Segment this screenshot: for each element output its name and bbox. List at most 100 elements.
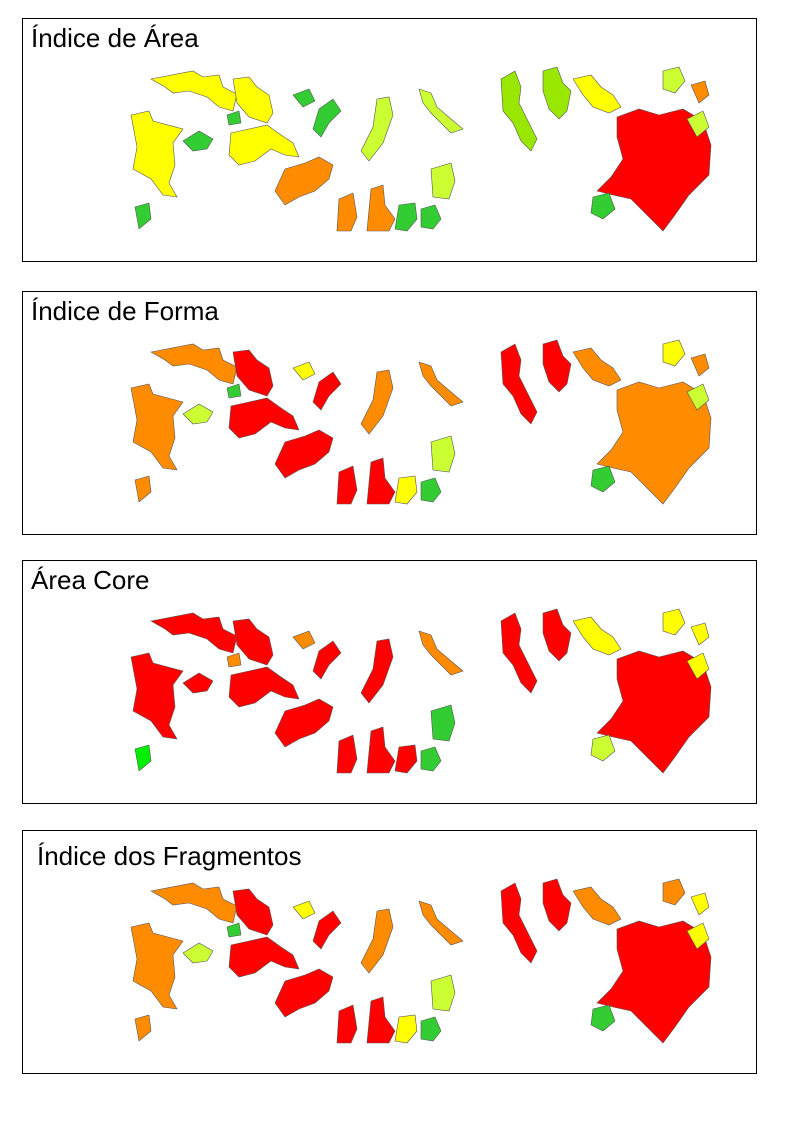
panel-title: Índice dos Fragmentos bbox=[37, 841, 302, 871]
fragment-map bbox=[130, 878, 712, 1044]
forest-fragment bbox=[228, 124, 300, 166]
forest-fragment bbox=[336, 1004, 358, 1044]
forest-fragment bbox=[130, 383, 184, 471]
map-panel-core-area: Área Core bbox=[22, 560, 757, 804]
forest-fragment bbox=[662, 878, 686, 906]
forest-fragment bbox=[366, 726, 396, 774]
forest-fragment bbox=[572, 616, 622, 656]
forest-fragment bbox=[232, 349, 274, 397]
forest-fragment bbox=[418, 900, 464, 946]
forest-fragment bbox=[420, 477, 442, 503]
map-panel-shape-index: Índice de Forma bbox=[22, 291, 757, 535]
forest-fragment bbox=[596, 381, 712, 505]
forest-fragment bbox=[150, 882, 238, 924]
forest-fragment bbox=[360, 908, 394, 974]
forest-fragment bbox=[360, 369, 394, 435]
forest-fragment bbox=[596, 920, 712, 1044]
forest-fragment bbox=[130, 110, 184, 198]
forest-fragment bbox=[274, 429, 334, 479]
forest-fragment bbox=[150, 70, 238, 112]
forest-fragment bbox=[662, 66, 686, 94]
forest-fragment bbox=[130, 922, 184, 1010]
forest-fragment bbox=[500, 882, 538, 964]
forest-fragment bbox=[430, 435, 456, 473]
panel-title: Índice de Forma bbox=[31, 296, 219, 326]
forest-fragment bbox=[150, 612, 238, 654]
forest-fragment bbox=[418, 361, 464, 407]
forest-fragment bbox=[394, 744, 418, 774]
forest-fragment bbox=[394, 475, 418, 505]
forest-fragment bbox=[572, 347, 622, 387]
forest-fragment bbox=[182, 403, 214, 425]
forest-fragment bbox=[150, 343, 238, 385]
forest-fragment bbox=[500, 70, 538, 152]
forest-fragment bbox=[430, 162, 456, 200]
forest-fragment bbox=[542, 66, 572, 120]
forest-fragment bbox=[292, 630, 316, 650]
forest-fragment bbox=[292, 88, 316, 108]
forest-fragment bbox=[420, 746, 442, 772]
map-panel-area-index: Índice de Área bbox=[22, 18, 757, 262]
forest-fragment bbox=[312, 640, 342, 680]
forest-fragment bbox=[686, 383, 710, 411]
forest-fragment bbox=[292, 900, 316, 920]
forest-fragment bbox=[274, 968, 334, 1018]
forest-fragment bbox=[542, 878, 572, 932]
forest-fragment bbox=[686, 110, 710, 138]
forest-fragment bbox=[182, 672, 214, 694]
forest-fragment bbox=[232, 76, 274, 124]
forest-fragment bbox=[228, 666, 300, 708]
forest-fragment bbox=[690, 622, 710, 646]
forest-fragment bbox=[500, 343, 538, 425]
forest-fragment bbox=[274, 698, 334, 748]
forest-fragment bbox=[420, 204, 442, 230]
forest-fragment bbox=[590, 465, 616, 493]
forest-fragment bbox=[226, 922, 242, 938]
forest-fragment bbox=[662, 339, 686, 367]
forest-fragment bbox=[134, 1014, 152, 1042]
forest-fragment bbox=[420, 1016, 442, 1042]
forest-fragment bbox=[366, 996, 396, 1044]
forest-fragment bbox=[590, 192, 616, 220]
forest-fragment bbox=[572, 74, 622, 114]
forest-fragment bbox=[572, 886, 622, 926]
forest-fragment bbox=[312, 371, 342, 411]
forest-fragment bbox=[590, 1004, 616, 1032]
map-panel-fragment-index: Índice dos Fragmentos bbox=[22, 830, 757, 1074]
forest-fragment bbox=[542, 608, 572, 662]
forest-fragment bbox=[430, 974, 456, 1012]
forest-fragment bbox=[336, 465, 358, 505]
forest-fragment bbox=[226, 383, 242, 399]
forest-fragment bbox=[228, 936, 300, 978]
forest-fragment bbox=[596, 650, 712, 774]
forest-fragment bbox=[542, 339, 572, 393]
panel-title: Área Core bbox=[31, 565, 150, 595]
forest-fragment bbox=[134, 744, 152, 772]
forest-fragment bbox=[336, 192, 358, 232]
forest-fragment bbox=[366, 184, 396, 232]
fragment-map bbox=[130, 608, 712, 774]
forest-fragment bbox=[292, 361, 316, 381]
fragment-map bbox=[130, 339, 712, 505]
forest-fragment bbox=[360, 96, 394, 162]
forest-fragment bbox=[274, 156, 334, 206]
forest-fragment bbox=[394, 202, 418, 232]
forest-fragment bbox=[690, 80, 710, 104]
forest-fragment bbox=[360, 638, 394, 704]
forest-fragment bbox=[366, 457, 396, 505]
forest-fragment bbox=[130, 652, 184, 740]
forest-fragment bbox=[134, 475, 152, 503]
forest-fragment bbox=[312, 910, 342, 950]
forest-fragment bbox=[134, 202, 152, 230]
forest-fragment bbox=[394, 1014, 418, 1044]
forest-fragment bbox=[690, 892, 710, 916]
forest-fragment bbox=[686, 922, 710, 950]
forest-fragment bbox=[226, 110, 242, 126]
forest-fragment bbox=[312, 98, 342, 138]
forest-fragment bbox=[232, 618, 274, 666]
forest-fragment bbox=[430, 704, 456, 742]
forest-fragment bbox=[228, 397, 300, 439]
forest-fragment bbox=[662, 608, 686, 636]
fragment-map bbox=[130, 66, 712, 232]
forest-fragment bbox=[590, 734, 616, 762]
